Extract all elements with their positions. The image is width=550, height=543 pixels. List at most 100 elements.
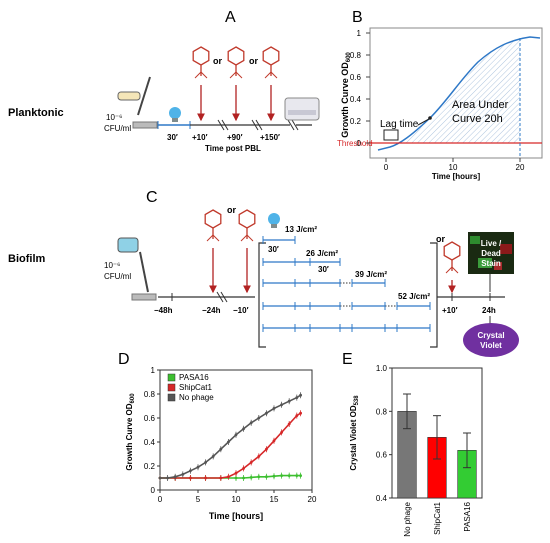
data-point — [272, 474, 276, 478]
well-plate-a — [132, 121, 158, 129]
data-point — [280, 474, 283, 477]
legend-label: ShipCat1 — [179, 383, 212, 392]
data-point — [272, 407, 276, 410]
panel-label-e: E — [342, 351, 353, 368]
live-dead-stain-image: Live / Dead Stain — [468, 232, 514, 274]
stain-label-2: Dead — [481, 249, 501, 258]
data-point — [158, 476, 162, 480]
xtick-b: 20 — [516, 163, 525, 172]
phage-icon — [443, 241, 461, 274]
data-point — [196, 465, 200, 469]
panel-label-c: C — [146, 189, 158, 206]
legend-label: PASA16 — [179, 373, 209, 382]
dose-label: 52 J/cm² — [398, 292, 430, 301]
data-point — [242, 476, 246, 480]
timeline-a — [157, 119, 312, 131]
interval-label: 30′ — [268, 245, 279, 254]
legend-label: No phage — [179, 393, 214, 402]
xtick-label: 0 — [158, 495, 163, 504]
data-point — [287, 399, 291, 403]
panel-label-b: B — [352, 9, 363, 26]
data-point — [249, 421, 253, 425]
data-point — [257, 475, 261, 479]
ytick-label: 0.4 — [376, 494, 388, 503]
pipette-icon — [117, 237, 149, 293]
light-bulb-icon — [268, 213, 280, 228]
data-point — [299, 474, 302, 477]
chart-b: Lag time Area Under Curve 20h Threshold … — [337, 27, 543, 181]
xtick-b: 10 — [449, 163, 458, 172]
data-point — [280, 431, 283, 434]
data-point — [234, 476, 238, 480]
dose-label: 39 J/cm² — [355, 270, 387, 279]
data-point — [295, 414, 299, 417]
data-point — [287, 422, 291, 426]
series-line-2 — [160, 394, 302, 479]
legend-swatch — [167, 383, 176, 392]
category-label: PASA16 — [463, 501, 472, 531]
or-word: or — [436, 234, 445, 244]
inoculum-c: 10⁻⁶ — [104, 261, 120, 270]
row-label-biofilm: Biofilm — [8, 253, 45, 265]
data-point — [257, 416, 261, 420]
data-point — [234, 433, 238, 437]
data-point — [189, 469, 192, 473]
data-point — [242, 427, 246, 431]
cfu-c: CFU/ml — [104, 272, 131, 281]
time-c2: −10′ — [233, 306, 249, 315]
ytick-b: 0.4 — [350, 95, 362, 104]
data-point — [173, 475, 177, 479]
auc-label-1: Area Under — [452, 99, 509, 111]
data-point — [299, 393, 302, 397]
phage-icon — [227, 46, 245, 79]
data-point — [265, 475, 268, 479]
xtick-label: 10 — [232, 495, 241, 504]
or-word: or — [227, 205, 236, 215]
row-label-planktonic: Planktonic — [8, 107, 64, 119]
ytick-label: 0.8 — [144, 390, 156, 399]
xlabel-d: Time [hours] — [209, 511, 263, 521]
xlabel-b: Time [hours] — [432, 172, 481, 181]
time-a2: +90′ — [227, 133, 243, 142]
data-point — [280, 403, 283, 407]
threshold-label: Threshold — [337, 139, 373, 148]
data-point — [249, 461, 253, 464]
xtick-b: 0 — [384, 163, 389, 172]
data-point — [234, 471, 238, 475]
dose-label: 13 J/cm² — [285, 225, 317, 234]
stain-label-3: Stain — [481, 259, 501, 268]
panel-label-a: A — [225, 9, 236, 26]
data-point — [265, 411, 268, 415]
time-c0: −48h — [154, 306, 173, 315]
data-point — [249, 476, 253, 479]
xtick-label: 5 — [196, 495, 201, 504]
data-point — [211, 455, 215, 458]
data-point — [204, 461, 208, 464]
dose-label: 26 J/cm² — [306, 249, 338, 258]
panel-label-d: D — [118, 351, 130, 368]
data-point — [227, 440, 230, 444]
data-point — [295, 396, 299, 399]
crystal-label-2: Violet — [480, 341, 502, 350]
time-a1: +10′ — [192, 133, 208, 142]
ytick-label: 1.0 — [376, 364, 388, 373]
ytick-label: 0 — [151, 486, 156, 495]
crystal-label-1: Crystal — [477, 331, 504, 340]
data-point — [299, 411, 302, 415]
chart-d-frame — [159, 369, 313, 491]
ytick-label: 0.4 — [144, 438, 156, 447]
ytick-b: 0.8 — [350, 51, 362, 60]
phage-icon — [204, 209, 222, 242]
time-a0: 30′ — [167, 133, 178, 142]
data-point — [242, 467, 246, 470]
time-a3: +150′ — [260, 133, 280, 142]
data-point — [219, 447, 223, 451]
ytick-label: 0.2 — [144, 462, 156, 471]
chart-e: 0.4 0.6 0.8 1.0 No phage ShipCat1 PASA16 — [376, 364, 477, 537]
category-label: No phage — [403, 501, 412, 536]
data-point — [272, 439, 276, 443]
data-point — [181, 473, 185, 476]
phage-icon — [192, 46, 210, 79]
ytick-b: 0.6 — [350, 73, 362, 82]
